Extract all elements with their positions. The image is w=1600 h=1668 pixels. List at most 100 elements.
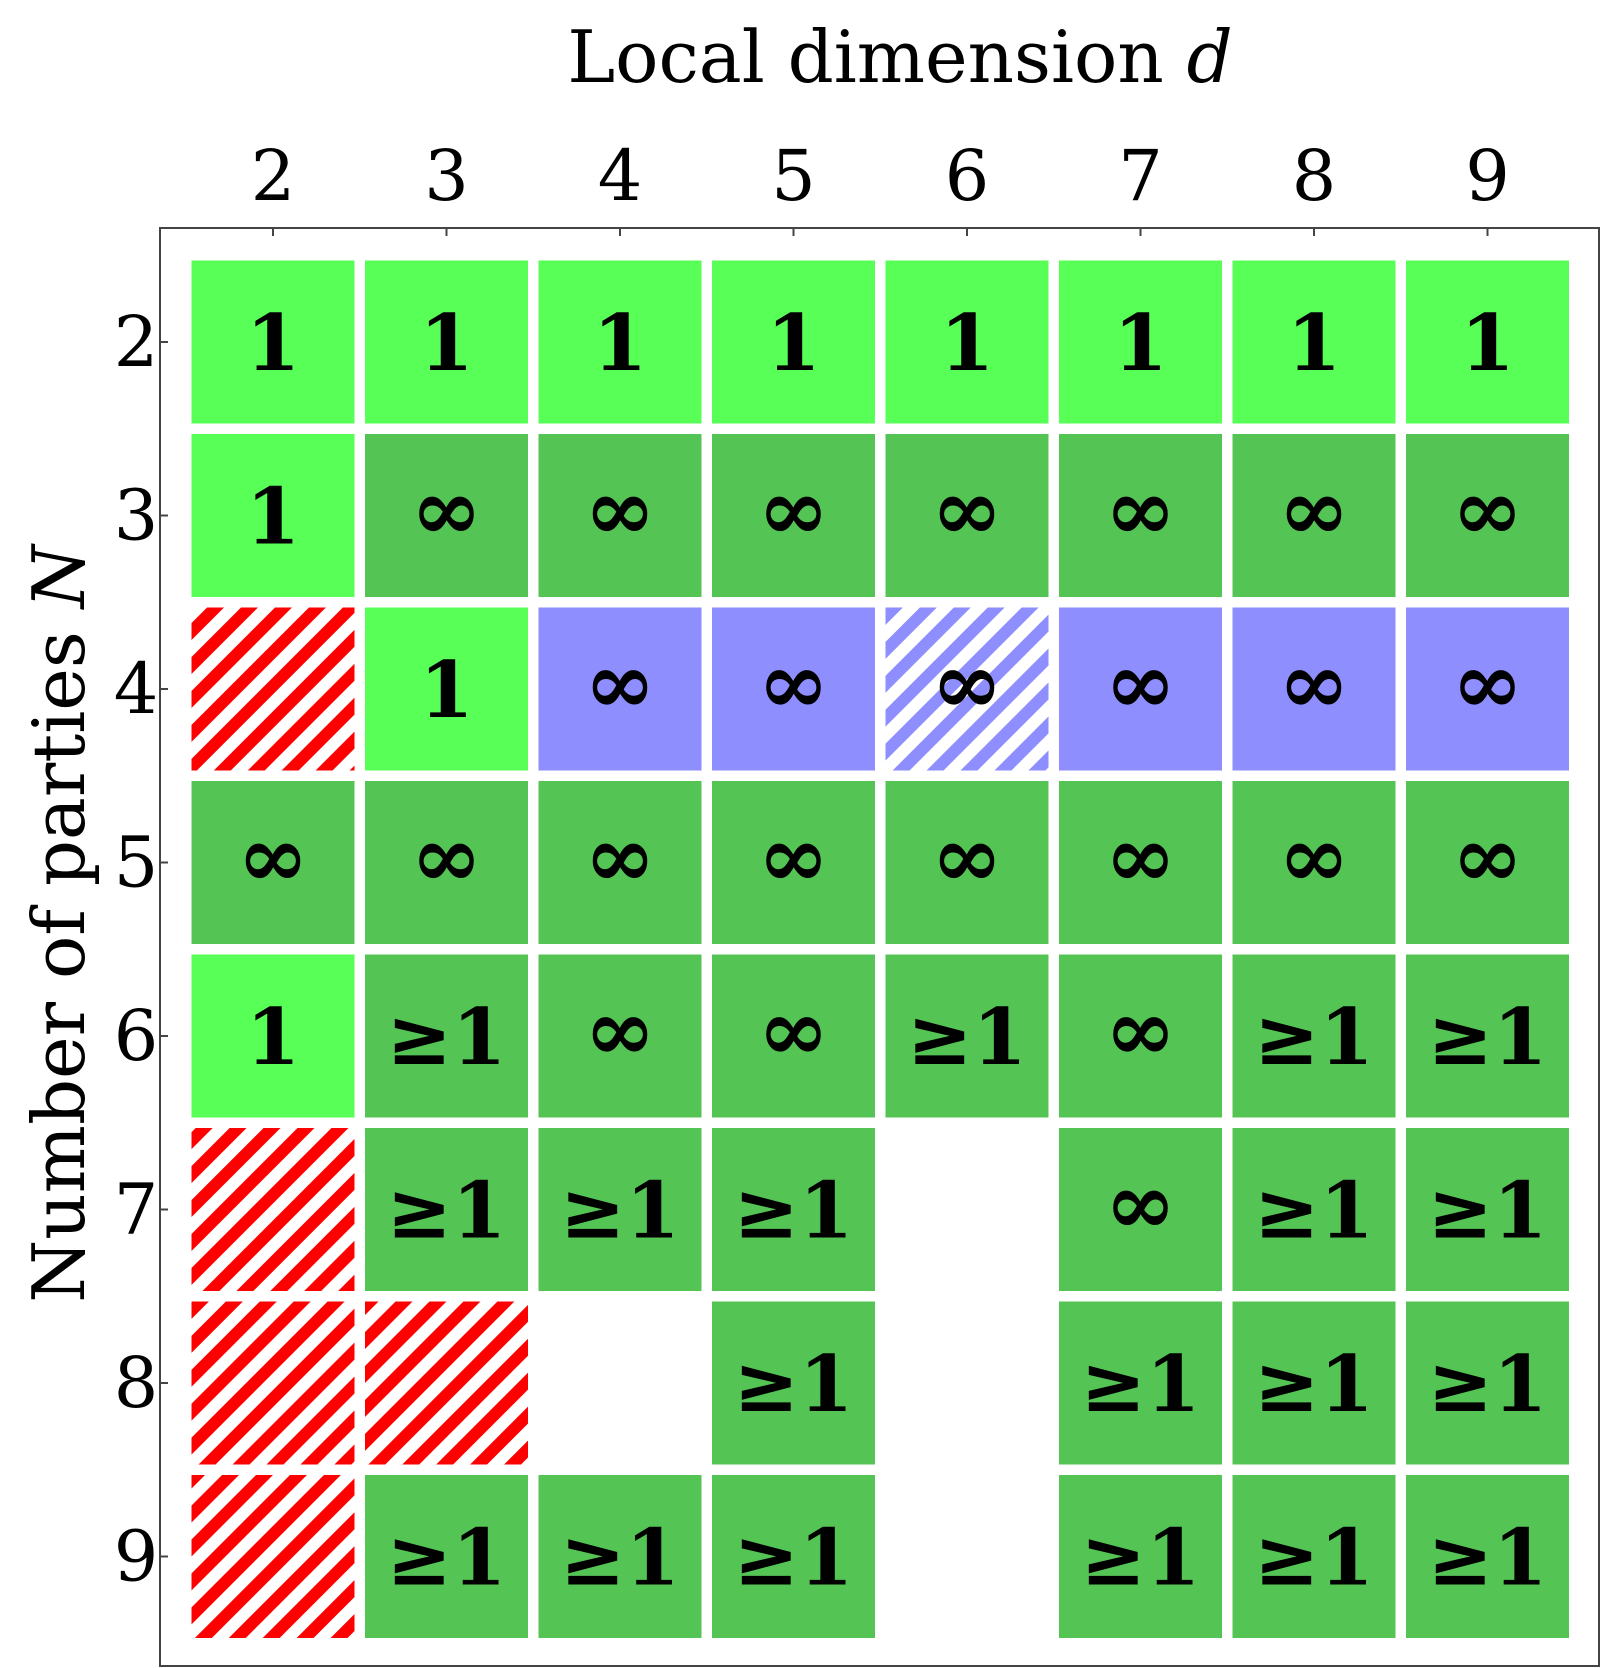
ticks: 2 3 4 5 6 7 8 9 2 3 4 5 6 7 8 9: [114, 135, 1510, 1598]
cell-label: ∞: [758, 807, 830, 908]
x-tick-label: 9: [1465, 135, 1510, 217]
heatmap-cell: [365, 434, 528, 597]
x-tick-label: 6: [945, 135, 990, 217]
heatmap-cell: [712, 1128, 875, 1291]
cell-label: 1: [419, 298, 473, 389]
cell-label: 1: [1287, 298, 1341, 389]
heatmap-cell: [1232, 1475, 1396, 1638]
x-axis-title-text: Local dimension: [567, 15, 1186, 99]
cell-label: ≥1: [1081, 1339, 1201, 1430]
cell-label: ∞: [1105, 807, 1177, 908]
heatmap-cell: [365, 607, 528, 771]
heatmap-cell: [1059, 434, 1222, 597]
heatmap-cell: [1406, 1301, 1569, 1465]
cell-label: ≥1: [1081, 1513, 1201, 1604]
heatmap-cell: [1232, 954, 1396, 1118]
cell-label: ∞: [758, 460, 830, 561]
cell-label: ∞: [931, 633, 1003, 734]
heatmap-cell: [712, 260, 875, 424]
cell-label: ≥1: [1428, 1339, 1548, 1430]
x-axis-variable: d: [1187, 15, 1233, 99]
cell-label: ∞: [584, 633, 656, 734]
heatmap-cell: [191, 1128, 355, 1291]
cell-label: 1: [593, 298, 647, 389]
heatmap-cell: [191, 781, 355, 944]
heatmap-cell: [1406, 434, 1569, 597]
y-tick-label: 7: [114, 1169, 159, 1251]
heatmap-cell: [1406, 1475, 1569, 1638]
cell-label: ∞: [1105, 1154, 1177, 1255]
cell-label: ∞: [1105, 460, 1177, 561]
heatmap-cell: [712, 607, 875, 771]
cell-label: ≥1: [734, 1339, 854, 1430]
heatmap-cell: [1406, 954, 1569, 1118]
heatmap-cell: [191, 954, 355, 1118]
heatmap-cell: [365, 954, 528, 1118]
heatmap-cell: [1059, 1475, 1222, 1638]
heatmap-cell: [1059, 607, 1222, 771]
cell-label: ≥1: [1428, 1513, 1548, 1604]
heatmap-cell: [712, 434, 875, 597]
y-axis-title: Number of parties N: [17, 542, 101, 1302]
cell-label: ≥1: [387, 1166, 507, 1257]
heatmap-cell: [1406, 607, 1569, 771]
heatmap-cell: [538, 1128, 702, 1291]
cell-label: 1: [419, 645, 473, 736]
x-tick-label: 3: [424, 135, 469, 217]
cell-label: ≥1: [734, 1166, 854, 1257]
plot-frame: [159, 227, 1600, 1667]
heatmap-cell: [191, 607, 355, 771]
heatmap-cell: [1232, 781, 1396, 944]
y-tick-label: 6: [114, 995, 159, 1077]
heatmap-cell: [191, 434, 355, 597]
y-tick-label: 9: [114, 1516, 159, 1598]
cell-label: ∞: [758, 980, 830, 1081]
heatmap-cell: [191, 260, 355, 424]
x-tick-label: 7: [1118, 135, 1163, 217]
heatmap-cell: [1406, 260, 1569, 424]
heatmap-cell: [1059, 954, 1222, 1118]
heatmap-cell: [1232, 1128, 1396, 1291]
cell-label: 1: [766, 298, 820, 389]
heatmap-cell: [538, 607, 702, 771]
cell-label: 1: [1113, 298, 1167, 389]
heatmap-cell: [885, 954, 1049, 1118]
cell-label: 1: [246, 992, 300, 1083]
heatmap-cell: [538, 260, 702, 424]
heatmap-cell: [538, 954, 702, 1118]
heatmap-cell: [712, 1475, 875, 1638]
y-tick-label: 3: [114, 475, 159, 557]
x-tick-label: 8: [1292, 135, 1337, 217]
cell-label: ∞: [584, 460, 656, 561]
heatmap-cell: [1232, 434, 1396, 597]
cell-label: ∞: [584, 807, 656, 908]
heatmap-cell: [712, 954, 875, 1118]
heatmap-cell: [885, 607, 1049, 771]
heatmap-cell: [365, 781, 528, 944]
y-tick-label: 8: [114, 1342, 159, 1424]
heatmap-cell: [712, 1301, 875, 1465]
cell-label: 1: [246, 298, 300, 389]
cell-label: 1: [1460, 298, 1514, 389]
heatmap-cell: [538, 781, 702, 944]
cell-label: ≥1: [1428, 992, 1548, 1083]
heatmap-cell: [885, 260, 1049, 424]
y-axis-title-text: Number of parties: [17, 608, 101, 1302]
heatmap-cell: [191, 1475, 355, 1638]
cell-label: ≥1: [1254, 1513, 1374, 1604]
cell-label: ≥1: [560, 1166, 680, 1257]
cell-label: ∞: [1278, 633, 1350, 734]
cell-label: ≥1: [1428, 1166, 1548, 1257]
y-axis-variable: N: [17, 542, 101, 610]
cell-label: ∞: [411, 460, 483, 561]
y-tick-label: 5: [114, 822, 159, 904]
x-axis-title: Local dimension d: [567, 15, 1232, 99]
cell-label: ∞: [237, 807, 309, 908]
cell-label: ∞: [1278, 460, 1350, 561]
heatmap-cell: [1232, 260, 1396, 424]
cell-label: ∞: [411, 807, 483, 908]
cell-label: ∞: [1278, 807, 1350, 908]
y-tick-label: 4: [114, 648, 159, 730]
heatmap-cell: [365, 1128, 528, 1291]
